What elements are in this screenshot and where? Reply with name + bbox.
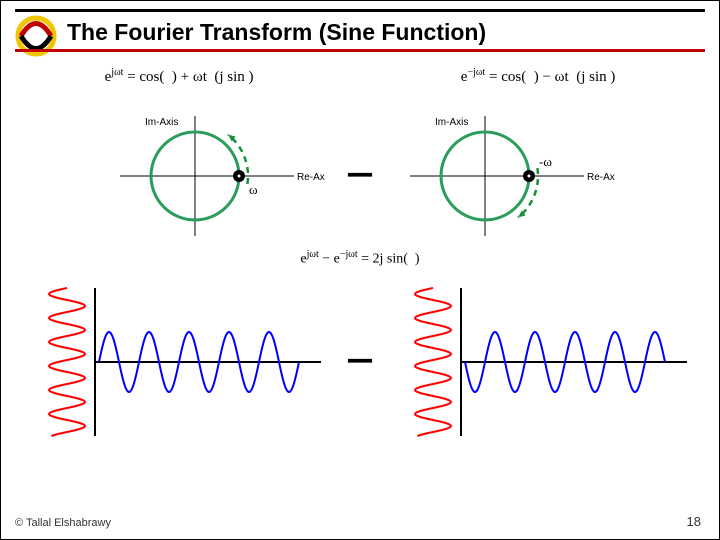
top-equations: ejωt = cos( ) + ωt (j sin ) e−jωt = cos(… [1, 67, 719, 86]
top-rule [15, 9, 705, 12]
content-area: Im-Axis Re-Axis ω − Im-Axis Re-Axis -ω ejωt … [1, 101, 719, 442]
svg-text:Re-Axis: Re-Axis [297, 172, 325, 183]
svg-text:Im-Axis: Im-Axis [435, 117, 468, 128]
svg-text:Im-Axis: Im-Axis [145, 117, 178, 128]
equation-right: e−jωt = cos( ) − ωt (j sin ) [461, 67, 616, 86]
equation-left: ejωt = cos( ) + ωt (j sin ) [105, 67, 254, 86]
minus-operator-bottom: − [335, 336, 385, 388]
phasor-ccw: Im-Axis Re-Axis ω [105, 111, 325, 241]
slide: The Fourier Transform (Sine Function) ej… [0, 0, 720, 540]
accent-line [15, 49, 705, 52]
copyright: © Tallal Elshabrawy [15, 517, 111, 529]
page-title: The Fourier Transform (Sine Function) [67, 19, 486, 46]
svg-text:ω: ω [249, 182, 258, 197]
minus-operator-top: − [335, 150, 385, 202]
page-number: 18 [687, 514, 701, 529]
svg-text:-ω: -ω [539, 154, 552, 169]
wave-left [27, 282, 327, 442]
wave-right [393, 282, 693, 442]
svg-text:Re-Axis: Re-Axis [587, 172, 615, 183]
combined-equation: ejωt − e−jωt = 2j sin( ) [1, 249, 719, 268]
phasor-cw: Im-Axis Re-Axis -ω [395, 111, 615, 241]
circles-row: Im-Axis Re-Axis ω − Im-Axis Re-Axis -ω [1, 111, 719, 241]
waves-row: − [1, 282, 719, 442]
header: The Fourier Transform (Sine Function) [1, 1, 719, 61]
